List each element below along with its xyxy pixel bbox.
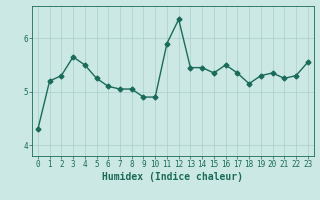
X-axis label: Humidex (Indice chaleur): Humidex (Indice chaleur) — [102, 172, 243, 182]
